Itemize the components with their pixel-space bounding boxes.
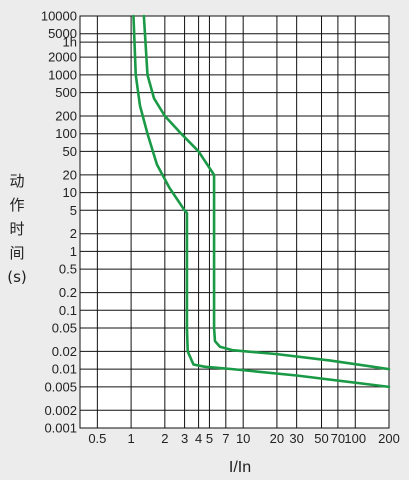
y-tick-label: 1h bbox=[63, 35, 77, 50]
x-tick-label: 3 bbox=[181, 431, 188, 446]
y-tick-label: 0.02 bbox=[52, 344, 77, 359]
x-tick-label: 10 bbox=[236, 431, 250, 446]
x-axis-ticks: 0.5 1 2 3 4 5 7 10 20 30 50 70 100 200 bbox=[88, 431, 400, 446]
plot-area bbox=[79, 15, 390, 429]
y-tick-label: 0.005 bbox=[44, 379, 77, 394]
y-tick-label: 0.001 bbox=[44, 421, 77, 436]
y-tick-label: 50 bbox=[63, 144, 77, 159]
y-tick-label: 2 bbox=[70, 226, 77, 241]
y-tick-label: 0.01 bbox=[52, 362, 77, 377]
x-tick-label: 2 bbox=[161, 431, 168, 446]
y-tick-label: 200 bbox=[55, 108, 77, 123]
x-tick-label: 100 bbox=[344, 431, 366, 446]
y-axis-label-char: (s) bbox=[7, 268, 27, 286]
curves bbox=[132, 14, 391, 389]
x-tick-label: 7 bbox=[222, 431, 229, 446]
y-tick-label: 0.002 bbox=[44, 403, 77, 418]
y-tick-label: 0.1 bbox=[59, 303, 77, 318]
y-axis-label-char: 间 bbox=[9, 244, 24, 262]
y-axis-label-char: 动 bbox=[9, 172, 24, 190]
y-tick-label: 0.05 bbox=[52, 321, 77, 336]
y-tick-label: 1000 bbox=[48, 67, 77, 82]
grid bbox=[80, 15, 390, 429]
y-axis-label-char: 作 bbox=[9, 196, 24, 214]
y-tick-label: 0.5 bbox=[59, 262, 77, 277]
y-tick-label: 500 bbox=[55, 85, 77, 100]
x-tick-label: 0.5 bbox=[88, 431, 106, 446]
y-tick-label: 1 bbox=[70, 244, 77, 259]
y-tick-label: 5000 bbox=[48, 26, 77, 41]
x-tick-label: 5 bbox=[206, 431, 213, 446]
x-tick-label: 30 bbox=[289, 431, 303, 446]
x-tick-label: 4 bbox=[195, 431, 202, 446]
x-tick-label: 20 bbox=[270, 431, 284, 446]
y-tick-label: 10 bbox=[63, 185, 77, 200]
x-tick-label: 70 bbox=[331, 431, 345, 446]
y-tick-label: 5 bbox=[70, 203, 77, 218]
y-tick-label: 0.2 bbox=[59, 285, 77, 300]
curve-lower bbox=[132, 14, 391, 389]
x-tick-label: 200 bbox=[378, 431, 400, 446]
x-tick-label: 1 bbox=[127, 431, 134, 446]
y-tick-label: 20 bbox=[63, 167, 77, 182]
y-axis-label-char: 时 bbox=[9, 220, 24, 238]
x-axis-label: I/In bbox=[229, 459, 251, 476]
y-tick-label: 10000 bbox=[41, 9, 77, 24]
y-tick-label: 100 bbox=[55, 126, 77, 141]
x-tick-label: 50 bbox=[314, 431, 328, 446]
curve-upper bbox=[142, 14, 391, 371]
y-tick-label: 2000 bbox=[48, 50, 77, 65]
